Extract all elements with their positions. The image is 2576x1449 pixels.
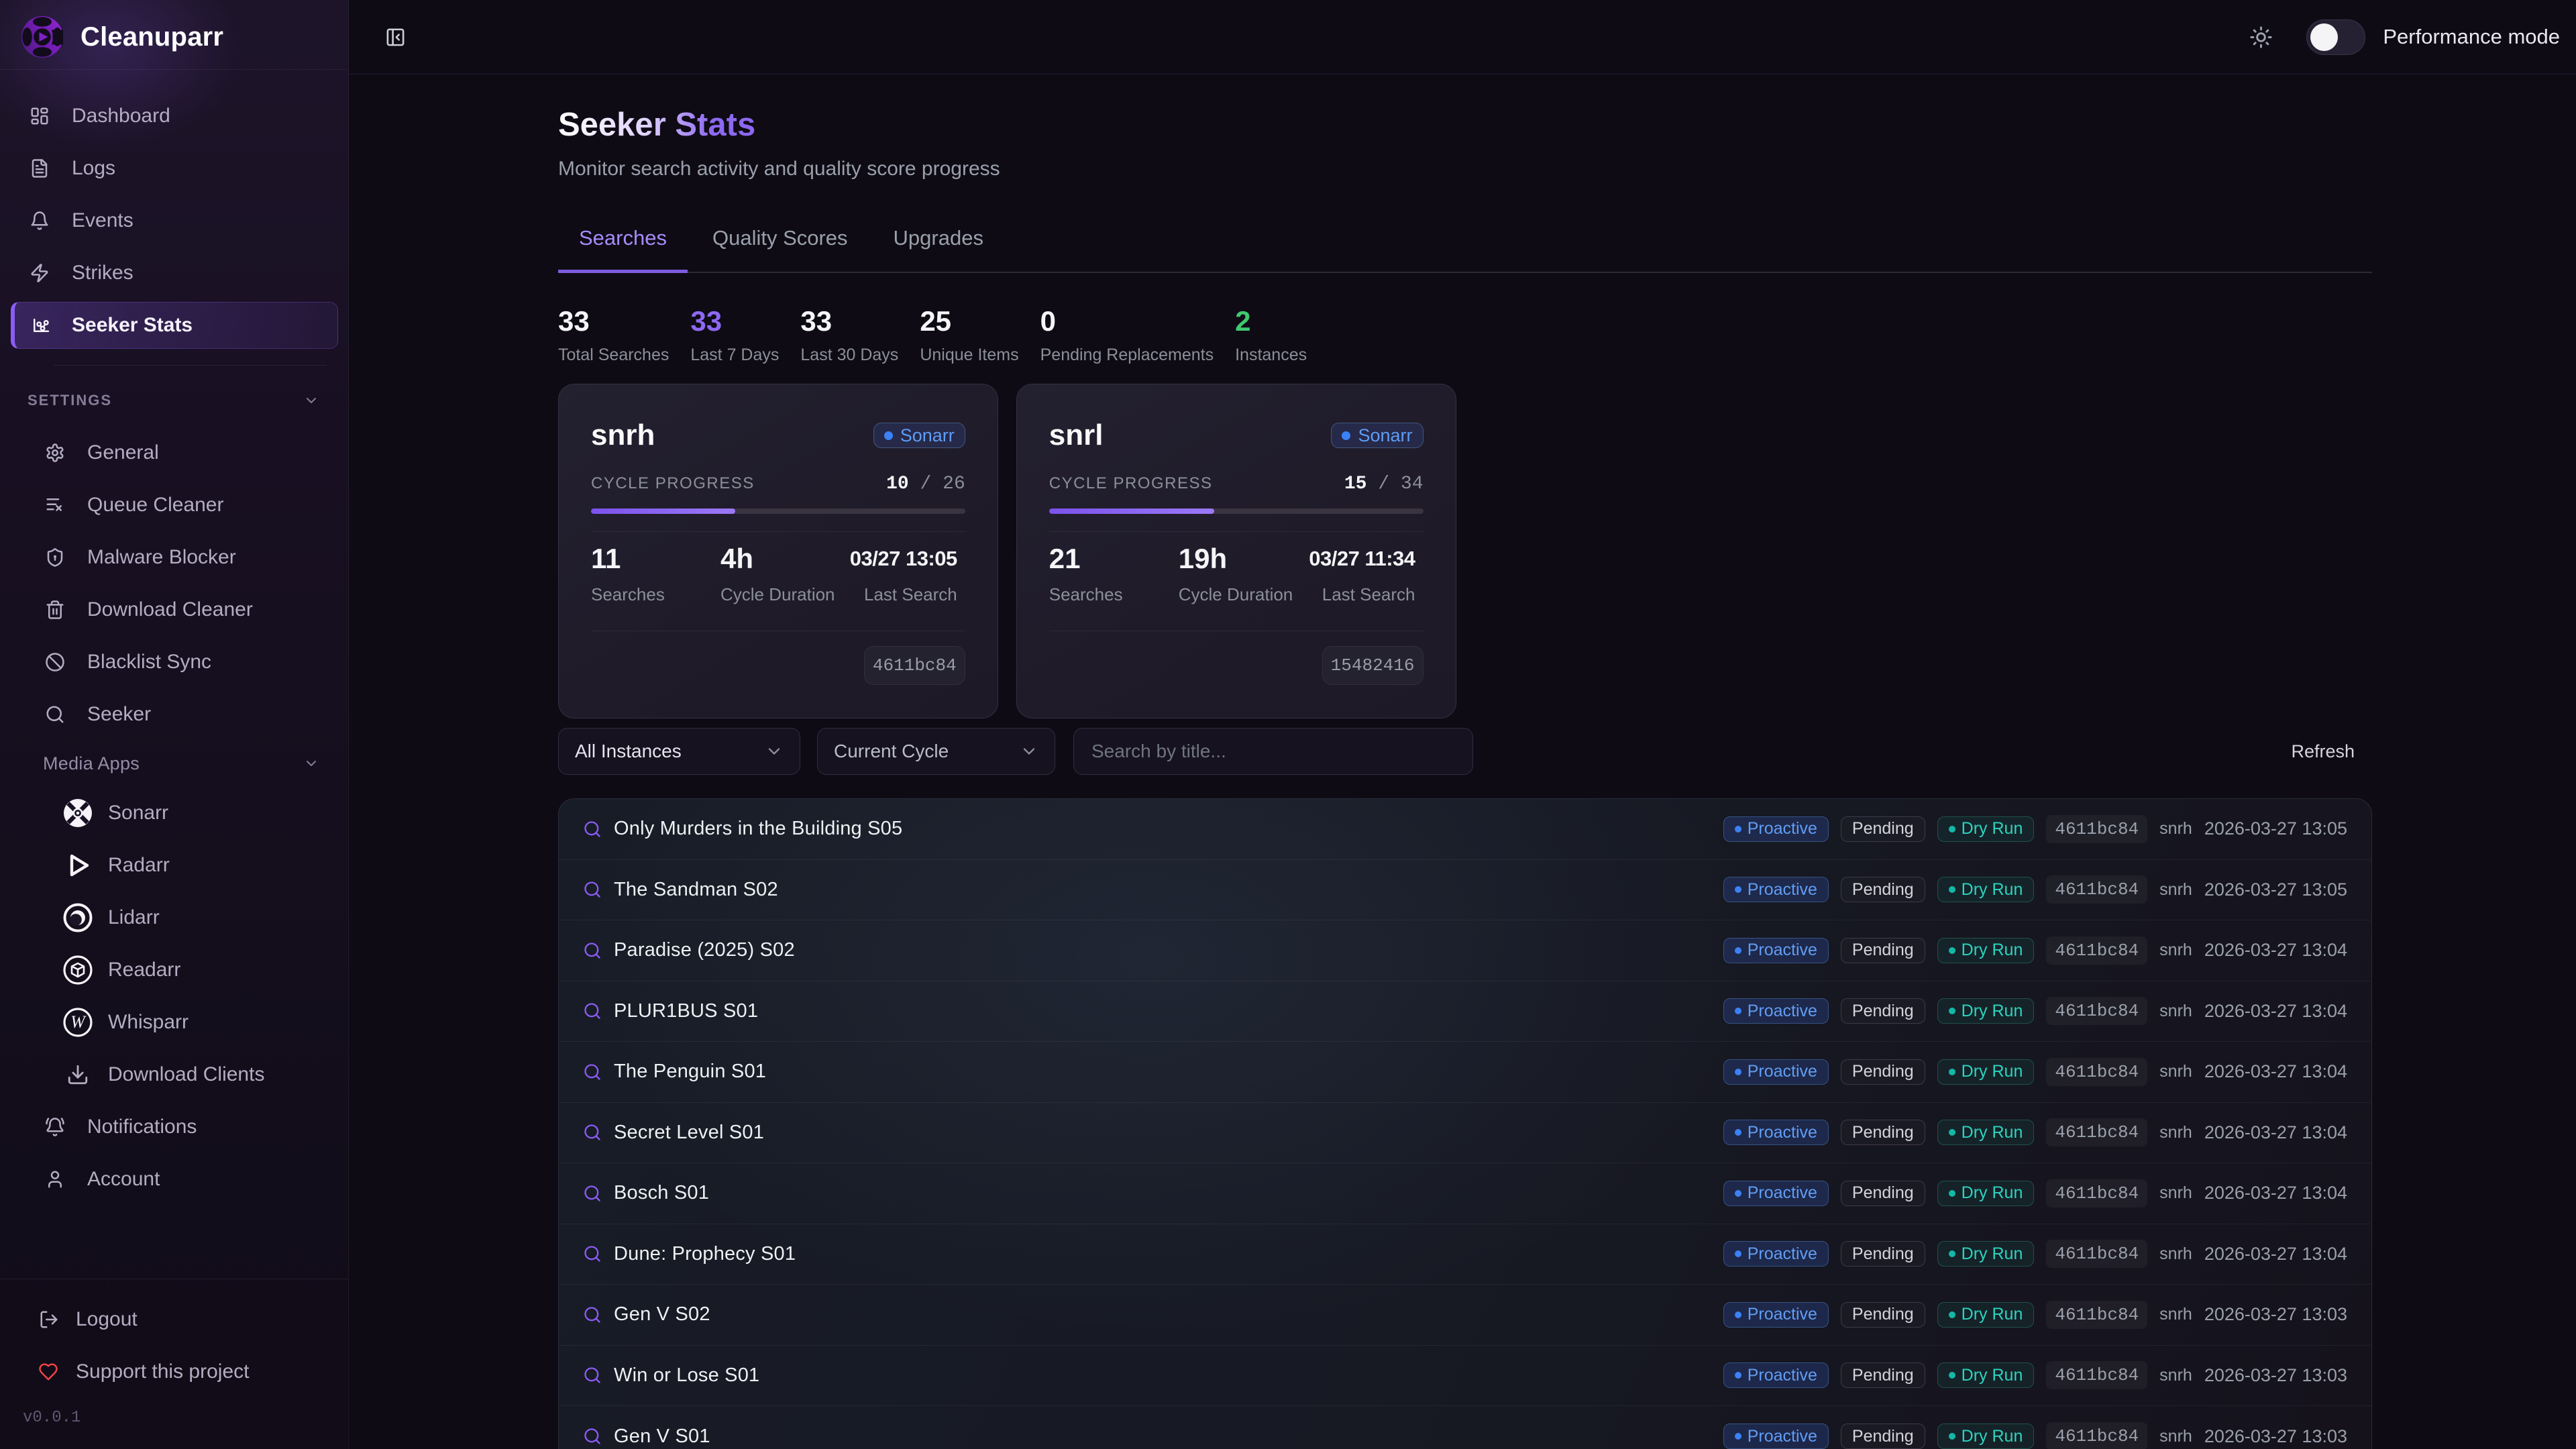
- svg-text:W: W: [70, 1012, 87, 1032]
